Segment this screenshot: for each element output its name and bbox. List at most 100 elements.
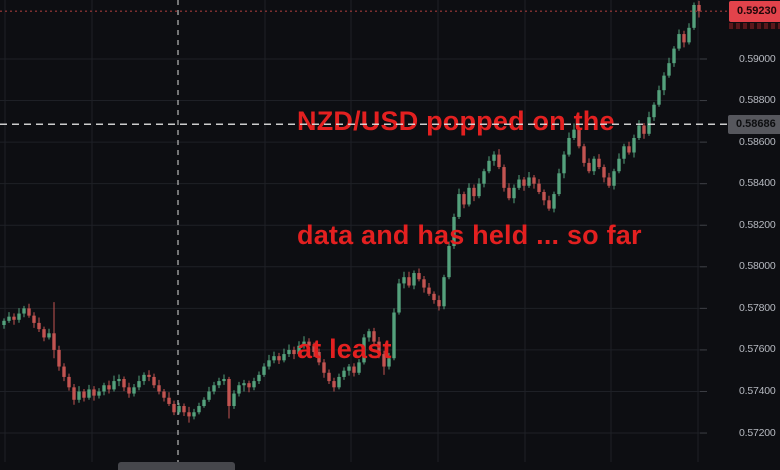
candle-body-down: [382, 354, 386, 367]
candle-body-down: [697, 4, 701, 12]
candle-body-up: [17, 313, 21, 320]
annotation-line-2: data and has held ... so far: [297, 220, 642, 250]
candle-body-down: [502, 167, 506, 188]
price-axis-label: 0.57400: [739, 384, 776, 397]
candle-body-down: [432, 293, 436, 301]
candle-body-down: [277, 356, 281, 361]
candle-body-up: [117, 379, 121, 382]
candle-body-up: [237, 385, 241, 394]
candle-body-up: [517, 179, 521, 188]
candle-body-up: [77, 391, 81, 400]
candle-body-up: [87, 389, 91, 398]
candle-body-down: [472, 187, 476, 197]
candle-body-up: [447, 246, 451, 278]
candle-body-up: [632, 137, 636, 153]
candle-body-up: [202, 399, 206, 407]
candle-body-up: [492, 154, 496, 161]
candle-body-down: [247, 383, 251, 388]
candle-body-up: [212, 385, 216, 392]
candle-body-up: [672, 48, 676, 64]
candle-body-down: [37, 322, 41, 330]
candle-body-down: [332, 381, 336, 388]
candle-body-down: [152, 376, 156, 386]
candle-body-up: [132, 387, 136, 394]
candle-body-down: [522, 179, 526, 186]
candle-body-up: [142, 374, 146, 382]
candle-body-up: [657, 90, 661, 105]
candle-body-up: [297, 345, 301, 355]
candle-body-down: [427, 287, 431, 294]
candle-body-up: [257, 374, 261, 382]
candle-body-down: [122, 379, 126, 388]
candle-body-up: [282, 354, 286, 361]
price-axis-label: 0.58000: [739, 260, 776, 273]
candle-body-up: [267, 360, 271, 367]
candle-body-down: [327, 372, 331, 382]
countdown-strip: [729, 23, 780, 29]
candle-body-down: [52, 333, 56, 350]
price-axis[interactable]: 0.59000 0.58800 0.58600 0.58400 0.58200 0.580…: [704, 0, 780, 470]
candle-body-up: [22, 308, 26, 314]
candle-body-up: [392, 312, 396, 359]
candle-body-up: [612, 171, 616, 186]
price-level-value: 0.58686: [736, 118, 776, 131]
candle-body-up: [102, 385, 106, 392]
candle-body-down: [42, 329, 46, 338]
price-axis-label: 0.57800: [739, 301, 776, 314]
candle-body-up: [652, 104, 656, 118]
candle-body-up: [692, 4, 696, 28]
candle-body-up: [442, 277, 446, 307]
candle-body-up: [362, 337, 366, 363]
candle-body-up: [512, 187, 516, 199]
candle-body-up: [47, 333, 51, 338]
price-axis-label: 0.58200: [739, 218, 776, 231]
candle-body-up: [7, 316, 11, 321]
candle-body-up: [487, 160, 491, 172]
candle-body-down: [602, 167, 606, 178]
candle-body-down: [107, 385, 111, 390]
candle-body-up: [347, 366, 351, 371]
annotation-line-1: NZD/USD popped on the: [297, 106, 615, 136]
candle-body-up: [112, 381, 116, 390]
candle-body-down: [32, 315, 36, 323]
candle-body-up: [667, 63, 671, 76]
candle-body-up: [177, 406, 181, 413]
price-axis-label: 0.57600: [739, 343, 776, 356]
annotation-text: NZD/USD popped on the data and has held …: [297, 26, 642, 444]
last-price-value: 0.59230: [737, 5, 777, 18]
price-axis-label: 0.59000: [739, 52, 776, 65]
price-level-badge: 0.58686: [728, 114, 780, 134]
candle-body-up: [222, 379, 226, 382]
candle-body-up: [637, 125, 641, 138]
candle-body-up: [467, 187, 471, 205]
price-axis-label: 0.58800: [739, 94, 776, 107]
candle-body-up: [397, 283, 401, 313]
candle-body-up: [242, 383, 246, 386]
candle-body-down: [62, 366, 66, 377]
candle-body-up: [552, 194, 556, 209]
candle-body-down: [12, 316, 16, 320]
candle-body-down: [57, 349, 61, 367]
candle-body-down: [597, 158, 601, 168]
candle-body-up: [387, 358, 391, 367]
candle-body-up: [562, 154, 566, 174]
candle-body-down: [422, 279, 426, 288]
candle-body-down: [292, 349, 296, 355]
candle-body-down: [377, 341, 381, 355]
candle-body-down: [577, 129, 581, 147]
annotation-line-3: at least: [297, 334, 392, 364]
candle-body-down: [92, 389, 96, 396]
candle-body-down: [437, 300, 441, 307]
candle-body-down: [82, 391, 86, 398]
last-price-badge: 0.59230: [729, 0, 780, 22]
candle-body-up: [452, 216, 456, 247]
candle-body-down: [497, 154, 501, 168]
candle-body-up: [592, 158, 596, 172]
candle-body-down: [417, 273, 421, 280]
candle-body-up: [402, 277, 406, 284]
candle-body-up: [647, 117, 651, 134]
candle-body-down: [172, 403, 176, 413]
candle-body-up: [262, 366, 266, 375]
